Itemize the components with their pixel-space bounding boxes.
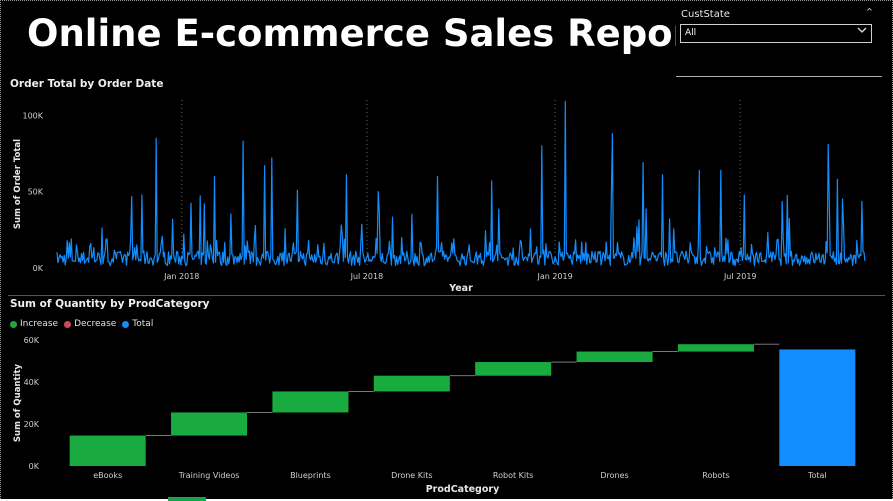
waterfall-bar xyxy=(576,351,653,363)
y-tick-label: 0K xyxy=(29,462,40,471)
legend-label-total: Total xyxy=(132,319,154,329)
y-tick-label: 100K xyxy=(22,111,43,120)
active-page-tab[interactable] xyxy=(168,497,206,501)
y-tick-label: 40K xyxy=(24,378,40,387)
x-tick-label: Robots xyxy=(702,471,729,480)
chevron-down-icon[interactable] xyxy=(857,26,867,37)
x-tick-label: Drones xyxy=(600,471,628,480)
visual-divider xyxy=(8,295,885,296)
waterfall-chart-title: Sum of Quantity by ProdCategory xyxy=(10,298,210,310)
x-tick-label: Robot Kits xyxy=(493,471,534,480)
y-tick-label: 20K xyxy=(24,420,40,429)
waterfall-bar xyxy=(373,375,450,392)
custstate-slicer[interactable]: CustState ⌃ All xyxy=(676,4,882,77)
x-tick-label: Jul 2019 xyxy=(723,272,757,281)
quantity-waterfall-chart[interactable]: 0K 20K 40K 60K Sum of Quantity ProdCategory eB… xyxy=(0,330,893,498)
report-title: Online E-commerce Sales Report xyxy=(27,12,709,55)
waterfall-bar xyxy=(272,391,349,413)
waterfall-bar xyxy=(171,412,248,436)
x-tick-label: Jan 2018 xyxy=(163,272,199,281)
x-tick-label: eBooks xyxy=(93,471,122,480)
waterfall-bar xyxy=(779,349,856,466)
y-tick-label: 0K xyxy=(33,264,44,273)
y-tick-label: 50K xyxy=(28,188,44,197)
waterfall-legend: Increase Decrease Total xyxy=(10,319,153,329)
waterfall-bar xyxy=(677,344,754,352)
order-total-series-line xyxy=(56,100,866,267)
legend-label-decrease: Decrease xyxy=(74,319,117,329)
x-tick-label: Total xyxy=(807,471,827,480)
y-axis-title: Sum of Quantity xyxy=(13,363,23,442)
x-tick-label: Jul 2018 xyxy=(350,272,384,281)
waterfall-bar xyxy=(69,435,146,466)
chevron-up-icon[interactable]: ⌃ xyxy=(864,6,874,19)
legend-item-total[interactable]: Total xyxy=(122,319,153,329)
page-tabs-strip xyxy=(0,499,893,501)
slicer-dropdown[interactable]: All xyxy=(680,24,872,43)
legend-item-decrease[interactable]: Decrease xyxy=(64,319,116,329)
x-axis-title: Year xyxy=(448,283,473,294)
legend-dot-decrease xyxy=(64,320,72,328)
x-tick-label: Jan 2019 xyxy=(536,272,572,281)
legend-label-increase: Increase xyxy=(20,319,59,329)
line-chart-title: Order Total by Order Date xyxy=(10,78,164,90)
waterfall-bar xyxy=(475,362,552,376)
y-tick-label: 60K xyxy=(24,336,40,345)
x-tick-label: Blueprints xyxy=(290,471,331,480)
slicer-title: CustState xyxy=(681,9,730,20)
legend-dot-total xyxy=(122,320,130,328)
x-axis-title: ProdCategory xyxy=(426,484,500,495)
y-axis-title: Sum of Order Total xyxy=(13,139,23,229)
order-total-line-chart[interactable]: Jan 2018 Jul 2018 Jan 2019 Jul 2019 0K 50K 100… xyxy=(0,92,893,297)
x-tick-label: Drone Kits xyxy=(391,471,432,480)
slicer-selected-value: All xyxy=(685,28,697,38)
x-tick-label: Training Videos xyxy=(178,471,240,480)
legend-dot-increase xyxy=(10,320,17,328)
legend-item-increase[interactable]: Increase xyxy=(10,319,58,329)
